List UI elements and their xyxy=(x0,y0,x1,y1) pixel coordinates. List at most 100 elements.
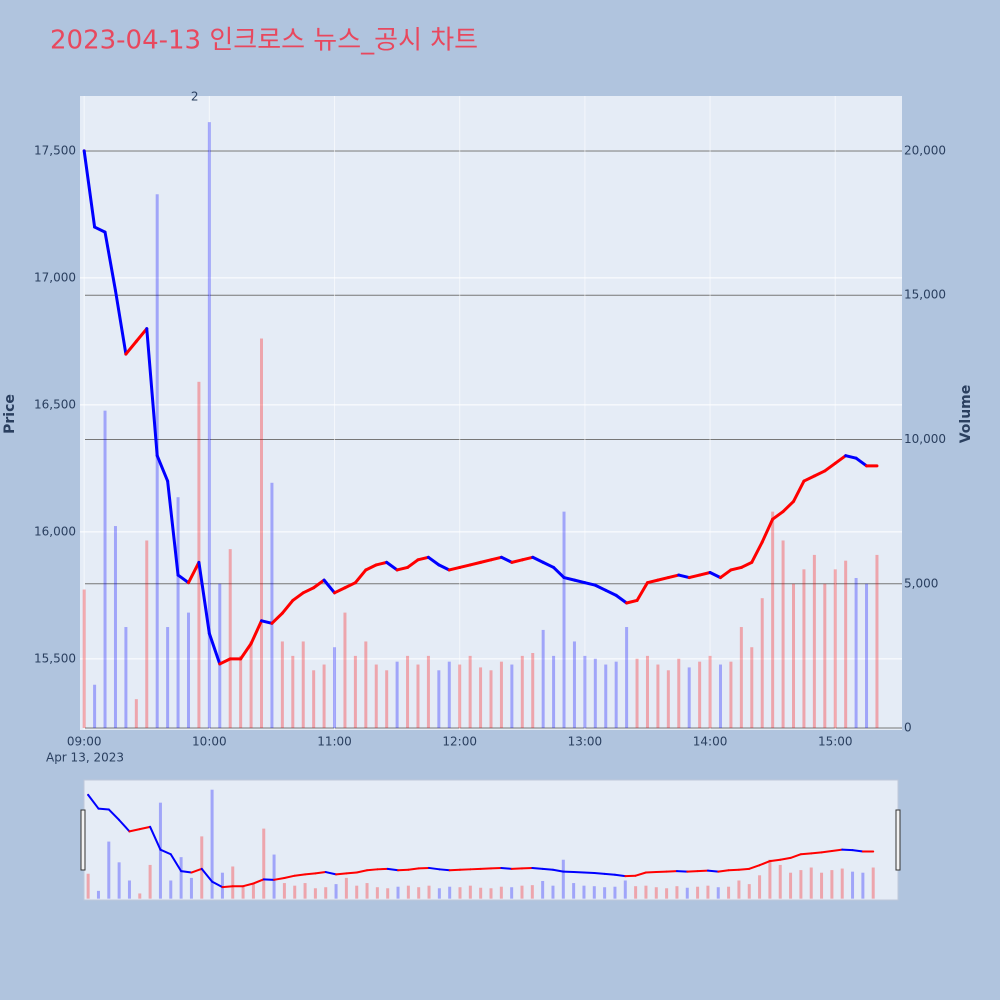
mini-volume-bar xyxy=(210,789,214,899)
mini-price-segment xyxy=(128,828,141,833)
mini-volume-bar xyxy=(634,886,638,899)
mini-volume-bar xyxy=(293,885,297,899)
price-segment xyxy=(113,289,128,356)
volume-bar xyxy=(802,569,806,729)
mini-volume-bar xyxy=(592,886,596,899)
volume-bar xyxy=(729,661,733,729)
range-handle[interactable] xyxy=(80,809,86,871)
price-segment xyxy=(260,619,274,625)
annotation: 2 xyxy=(191,90,199,104)
volume-bar xyxy=(510,664,514,729)
mini-volume-bar xyxy=(375,887,379,899)
range-handle[interactable] xyxy=(895,809,901,871)
price-segment xyxy=(374,560,389,567)
mini-price-segment xyxy=(613,873,627,878)
volume-bar xyxy=(854,577,858,729)
mini-price-segment xyxy=(758,860,771,867)
mini-volume-bar xyxy=(551,885,555,899)
volume-bar xyxy=(353,655,357,729)
price-segment xyxy=(593,583,608,592)
mini-price-segment xyxy=(200,867,214,883)
mini-volume-bar xyxy=(799,870,803,899)
volume-bar xyxy=(103,410,107,729)
y-tick-label: 16,500 xyxy=(34,397,76,411)
price-segment xyxy=(458,563,472,569)
mini-volume-bar xyxy=(747,884,751,899)
y-axis-title: Price xyxy=(2,394,18,434)
price-segment xyxy=(322,578,337,595)
mini-volume-bar xyxy=(458,887,462,899)
mini-volume-bar xyxy=(303,883,307,899)
mini-volume-bar xyxy=(396,886,400,899)
mini-price-segment xyxy=(541,867,554,871)
volume-bar xyxy=(687,667,691,729)
mini-volume-bar xyxy=(561,859,565,899)
mini-volume-bar xyxy=(148,864,152,899)
mini-volume-bar xyxy=(644,885,648,899)
price-segment xyxy=(792,479,806,503)
price-segment xyxy=(249,619,264,646)
price-segment xyxy=(218,657,232,666)
price-segment xyxy=(426,555,441,567)
volume-bar xyxy=(176,497,180,729)
price-segment xyxy=(395,565,410,572)
mini-volume-bar xyxy=(448,886,452,899)
mini-volume-bar xyxy=(499,886,503,899)
volume-bar xyxy=(562,511,566,729)
mini-volume-bar xyxy=(200,836,204,899)
volume-bar xyxy=(385,670,389,729)
mini-price-segment xyxy=(531,866,544,870)
mini-volume-bar xyxy=(685,887,689,899)
volume-bar xyxy=(792,583,796,729)
mini-price-segment xyxy=(252,878,265,885)
mini-volume-bar xyxy=(365,883,369,899)
mini-volume-bar xyxy=(768,859,772,899)
volume-bar xyxy=(552,655,556,729)
mini-volume-bar xyxy=(282,883,286,899)
price-segment xyxy=(447,565,462,572)
volume-bar xyxy=(583,655,587,729)
volume-bar xyxy=(228,549,232,729)
price-segment xyxy=(489,555,503,562)
volume-bar xyxy=(458,664,462,729)
mini-price-segment xyxy=(603,872,616,876)
volume-bar xyxy=(499,661,503,729)
price-segment xyxy=(552,565,566,580)
volume-bar xyxy=(635,658,639,729)
volume-bar xyxy=(312,670,316,729)
mini-volume-bar xyxy=(251,883,255,899)
plot-area xyxy=(80,96,902,730)
price-segment xyxy=(718,568,733,580)
mini-volume-bar xyxy=(603,887,607,899)
mini-volume-bar xyxy=(706,885,710,899)
price-segment xyxy=(343,581,357,590)
mini-price-segment xyxy=(428,866,441,871)
volume-bar xyxy=(593,658,597,729)
mini-volume-bar xyxy=(262,828,266,899)
volume-bar xyxy=(572,641,576,729)
mini-price-segment xyxy=(366,868,379,872)
mini-volume-bar xyxy=(572,883,576,899)
price-segment xyxy=(510,558,524,564)
mini-volume-bar xyxy=(406,885,410,899)
volume-bar xyxy=(479,667,483,729)
volume-bar xyxy=(406,655,410,729)
volume-bar xyxy=(614,661,618,729)
mini-price-segment xyxy=(407,867,420,871)
price-segment xyxy=(93,225,107,234)
mini-volume-bar xyxy=(675,886,679,899)
mini-price-segment xyxy=(190,867,203,874)
mini-price-segment xyxy=(737,867,751,871)
price-segment xyxy=(698,571,712,577)
mini-price-segment xyxy=(438,868,451,872)
volume-bar xyxy=(395,661,399,729)
y2-tick-label: 5,000 xyxy=(904,576,938,590)
range-slider[interactable] xyxy=(83,779,899,901)
volume-bar xyxy=(823,583,827,729)
price-segment xyxy=(437,563,451,572)
price-segment xyxy=(854,456,869,468)
volume-bar xyxy=(113,526,117,729)
mini-price-segment xyxy=(169,853,183,873)
volume-bar xyxy=(291,655,295,729)
price-segment xyxy=(166,479,180,577)
